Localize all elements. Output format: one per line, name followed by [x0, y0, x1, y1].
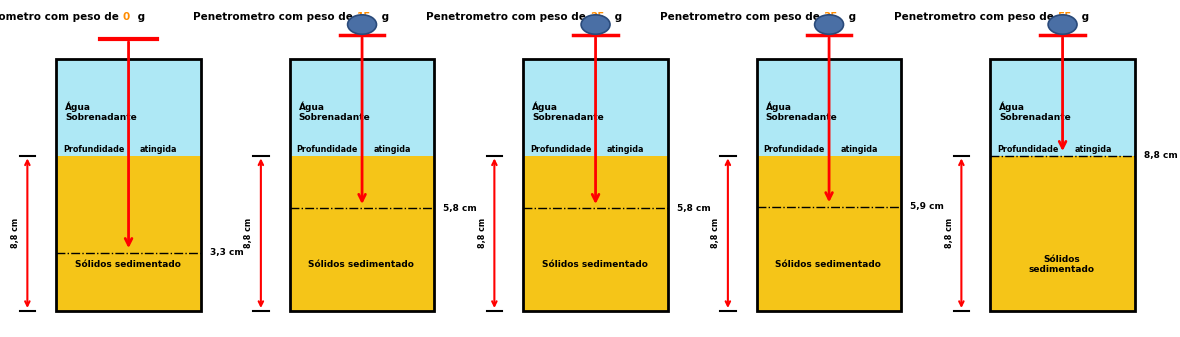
- Bar: [523, 59, 668, 311]
- Text: Profundidade: Profundidade: [296, 145, 358, 154]
- Text: Sólidos sedimentado: Sólidos sedimentado: [542, 260, 648, 269]
- Bar: [990, 156, 1135, 311]
- Bar: [290, 59, 434, 156]
- Text: 8,8 cm: 8,8 cm: [1143, 151, 1178, 160]
- Text: atingida: atingida: [840, 145, 878, 154]
- Bar: [290, 59, 434, 311]
- Ellipse shape: [814, 15, 844, 34]
- Text: Profundidade: Profundidade: [63, 145, 124, 154]
- Text: Penetrometro com peso de: Penetrometro com peso de: [426, 11, 590, 22]
- Text: atingida: atingida: [140, 145, 178, 154]
- Text: 5,8 cm: 5,8 cm: [677, 204, 710, 213]
- Text: Água
Sobrenadante: Água Sobrenadante: [65, 101, 137, 122]
- Text: g: g: [845, 11, 856, 22]
- Text: g: g: [133, 11, 145, 22]
- Text: Penetrometro com peso de: Penetrometro com peso de: [660, 11, 824, 22]
- Text: atingida: atingida: [608, 145, 644, 154]
- Text: Água
Sobrenadante: Água Sobrenadante: [999, 101, 1071, 122]
- Text: 5,8 cm: 5,8 cm: [444, 204, 477, 213]
- Text: g: g: [378, 11, 389, 22]
- Text: Sólidos sedimentado: Sólidos sedimentado: [308, 260, 414, 269]
- Bar: [756, 59, 902, 311]
- Text: Penetrometro com peso de: Penetrometro com peso de: [893, 11, 1057, 22]
- Text: 5,9 cm: 5,9 cm: [910, 202, 944, 211]
- Text: 8,8 cm: 8,8 cm: [11, 218, 20, 248]
- Text: 8,8 cm: 8,8 cm: [478, 218, 486, 248]
- Text: 8,8 cm: 8,8 cm: [712, 218, 720, 248]
- Ellipse shape: [1048, 15, 1077, 34]
- Text: 15: 15: [356, 11, 371, 22]
- Text: 0: 0: [123, 11, 130, 22]
- Text: g: g: [611, 11, 623, 22]
- Text: g: g: [1079, 11, 1089, 22]
- Bar: [990, 59, 1135, 311]
- Bar: [57, 59, 201, 311]
- Text: Sólidos sedimentado: Sólidos sedimentado: [74, 260, 181, 269]
- Bar: [57, 156, 201, 311]
- Text: Água
Sobrenadante: Água Sobrenadante: [766, 101, 838, 122]
- Text: 8,8 cm: 8,8 cm: [244, 218, 254, 248]
- Text: 25: 25: [590, 11, 604, 22]
- Text: 3,3 cm: 3,3 cm: [210, 248, 243, 257]
- Bar: [523, 156, 668, 311]
- Text: Sólidos sedimentado: Sólidos sedimentado: [775, 260, 881, 269]
- Text: Sólidos
sedimentado: Sólidos sedimentado: [1029, 254, 1095, 274]
- Text: Profundidade: Profundidade: [997, 145, 1058, 154]
- Text: 35: 35: [824, 11, 838, 22]
- Text: 55: 55: [1057, 11, 1071, 22]
- Bar: [523, 59, 668, 156]
- Bar: [290, 156, 434, 311]
- Bar: [756, 156, 902, 311]
- Bar: [57, 59, 201, 156]
- Text: 8,8 cm: 8,8 cm: [945, 218, 953, 248]
- Bar: [990, 59, 1135, 156]
- Ellipse shape: [581, 15, 610, 34]
- Text: Água
Sobrenadante: Água Sobrenadante: [532, 101, 604, 122]
- Text: atingida: atingida: [374, 145, 411, 154]
- Text: Água
Sobrenadante: Água Sobrenadante: [299, 101, 371, 122]
- Text: Penetrometro com peso de: Penetrometro com peso de: [194, 11, 356, 22]
- Text: Penetrometro com peso de: Penetrometro com peso de: [0, 11, 123, 22]
- Text: Profundidade: Profundidade: [530, 145, 591, 154]
- Text: atingida: atingida: [1074, 145, 1112, 154]
- Ellipse shape: [348, 15, 376, 34]
- Bar: [756, 59, 902, 156]
- Text: Profundidade: Profundidade: [763, 145, 825, 154]
